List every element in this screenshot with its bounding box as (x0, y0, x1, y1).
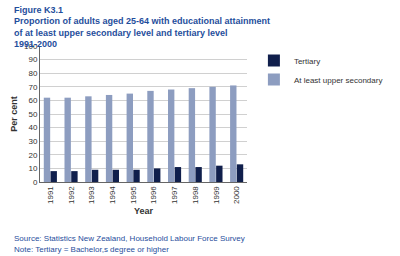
svg-text:1998: 1998 (191, 186, 200, 204)
svg-text:0: 0 (33, 178, 38, 187)
svg-text:Per cent: Per cent (9, 96, 19, 132)
svg-text:Source: Statistics New Zealand: Source: Statistics New Zealand, Househol… (14, 234, 245, 243)
svg-text:70: 70 (28, 83, 37, 92)
svg-text:1993: 1993 (87, 186, 96, 204)
svg-text:20: 20 (28, 151, 37, 160)
svg-text:1994: 1994 (108, 186, 117, 204)
svg-text:1999: 1999 (212, 186, 221, 204)
svg-text:Note: Tertiary = Bachelor,s de: Note: Tertiary = Bachelor,s degree or hi… (14, 245, 169, 254)
svg-text:50: 50 (28, 110, 37, 119)
svg-text:10: 10 (28, 164, 37, 173)
svg-text:Proportion of adults aged 25-6: Proportion of adults aged 25-64 with edu… (14, 16, 270, 49)
svg-text:2000: 2000 (232, 186, 241, 204)
svg-text:1991: 1991 (46, 186, 55, 204)
svg-text:At least upper secondary: At least upper secondary (294, 76, 383, 85)
svg-text:60: 60 (28, 96, 37, 105)
svg-text:30: 30 (28, 137, 37, 146)
svg-text:90: 90 (28, 55, 37, 64)
svg-text:1996: 1996 (149, 186, 158, 204)
svg-text:80: 80 (28, 69, 37, 78)
svg-text:Tertiary: Tertiary (294, 57, 320, 66)
svg-text:1992: 1992 (67, 186, 76, 204)
svg-text:1995: 1995 (129, 186, 138, 204)
svg-text:1997: 1997 (170, 186, 179, 204)
svg-text:Figure K3.1: Figure K3.1 (14, 5, 63, 15)
svg-text:Year: Year (134, 206, 154, 216)
svg-text:100: 100 (24, 42, 38, 51)
svg-text:40: 40 (28, 123, 37, 132)
